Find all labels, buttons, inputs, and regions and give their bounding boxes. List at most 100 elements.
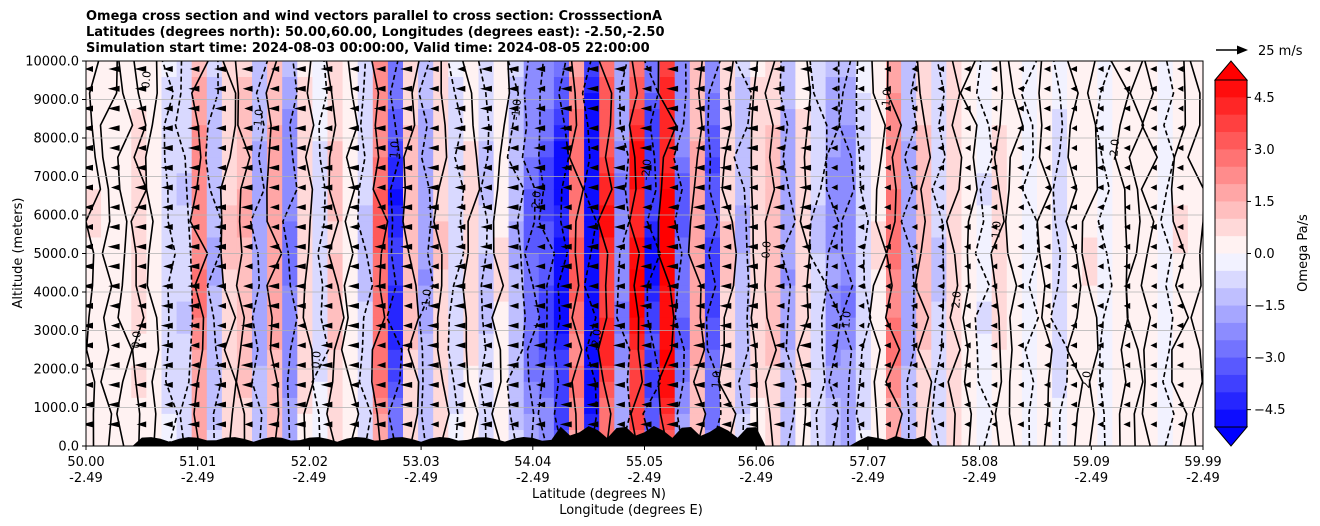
wind-vector: [348, 204, 359, 211]
omega-cell: [1112, 253, 1129, 271]
wind-vector: [858, 184, 865, 191]
omega-cell: [252, 253, 268, 271]
wind-vector: [163, 381, 173, 388]
omega-cell: [553, 269, 570, 287]
omega-cell: [735, 317, 751, 335]
wind-vector: [535, 263, 546, 270]
wind-vector: [831, 105, 838, 112]
omega-cell: [478, 141, 495, 158]
omega-cell: [916, 61, 932, 78]
wind-vector: [401, 184, 413, 191]
omega-cell: [689, 205, 706, 222]
wind-vector: [1097, 263, 1104, 270]
wind-vector: [884, 381, 891, 388]
omega-cell: [418, 413, 434, 431]
omega-cell: [991, 77, 1008, 94]
wind-vector: [693, 381, 705, 388]
omega-cell: [206, 269, 223, 287]
omega-cell: [176, 189, 193, 206]
wind-vector: [639, 125, 652, 132]
wind-vector: [161, 302, 173, 309]
wind-vector: [830, 283, 838, 290]
wind-vector: [1124, 164, 1131, 171]
omega-cell: [86, 205, 102, 222]
omega-cell: [1157, 237, 1174, 255]
omega-cell: [538, 77, 555, 94]
wind-vector: [693, 342, 705, 349]
wind-vector: [964, 322, 971, 329]
wind-vector: [1043, 401, 1051, 408]
contour-label: -2.0: [639, 158, 654, 181]
wind-vector: [214, 85, 226, 92]
omega-cell: [901, 173, 917, 190]
wind-vector: [190, 184, 200, 191]
wind-vector: [456, 223, 466, 230]
omega-cell: [629, 285, 646, 303]
omega-cell: [961, 205, 978, 222]
omega-cell: [870, 397, 887, 415]
omega-cell: [387, 221, 404, 238]
wind-vector: [187, 421, 200, 428]
colorbar-extend-max: [1213, 60, 1249, 81]
omega-cell: [1021, 205, 1038, 222]
omega-cell: [191, 205, 208, 222]
x-tick-label-lat: 52.02: [291, 455, 328, 470]
omega-cell: [735, 61, 751, 78]
wind-vector: [509, 144, 519, 151]
omega-cell: [704, 125, 721, 142]
wind-vector-key: 25 m/s: [1216, 44, 1303, 59]
wind-vector: [320, 184, 333, 191]
omega-cell: [599, 349, 615, 367]
wind-vector: [400, 243, 413, 250]
wind-vector: [937, 283, 945, 290]
omega-cell: [372, 365, 389, 383]
wind-vector: [1151, 302, 1157, 309]
omega-cell: [1021, 397, 1038, 415]
omega-cell: [599, 333, 615, 351]
omega-cell: [1021, 365, 1038, 383]
wind-vector: [375, 66, 386, 72]
wind-vector: [134, 362, 147, 369]
wind-key-label: 25 m/s: [1258, 44, 1303, 59]
omega-cell: [1157, 269, 1174, 287]
wind-vector: [217, 144, 226, 151]
omega-cell: [1172, 381, 1189, 399]
wind-vector: [134, 85, 147, 92]
omega-cell: [252, 221, 268, 238]
omega-cell: [810, 365, 827, 383]
omega-cell: [463, 77, 480, 94]
omega-cell: [825, 285, 842, 303]
omega-cell: [221, 109, 238, 126]
x-tick-label-lat: 55.05: [626, 455, 663, 470]
wind-vector: [721, 421, 732, 428]
omega-cell: [493, 173, 510, 190]
omega-cell: [629, 349, 646, 367]
omega-cell: [976, 317, 993, 335]
omega-cell: [855, 349, 872, 367]
omega-cell: [659, 189, 676, 206]
wind-vector: [693, 322, 705, 329]
wind-vector: [938, 184, 945, 191]
wind-vector: [964, 283, 971, 290]
omega-cell: [795, 205, 812, 222]
wind-vector: [430, 421, 439, 428]
omega-cell: [735, 381, 751, 399]
omega-cell: [357, 61, 374, 78]
wind-vector: [857, 381, 865, 388]
wind-vector: [721, 223, 732, 230]
omega-cell: [825, 413, 842, 431]
omega-cell: [357, 349, 374, 367]
omega-cell: [1187, 269, 1203, 287]
omega-cell: [704, 189, 721, 206]
terrain-silhouette: [86, 426, 1203, 446]
wind-vector: [696, 125, 705, 132]
omega-cell: [780, 285, 797, 303]
wind-vector: [831, 85, 838, 92]
wind-vector: [86, 381, 93, 388]
wind-vector: [454, 342, 466, 349]
omega-cell: [101, 109, 117, 126]
wind-vector: [884, 105, 891, 112]
omega-cell: [1157, 61, 1174, 78]
wind-vector: [267, 144, 280, 151]
wind-vector: [772, 66, 785, 72]
